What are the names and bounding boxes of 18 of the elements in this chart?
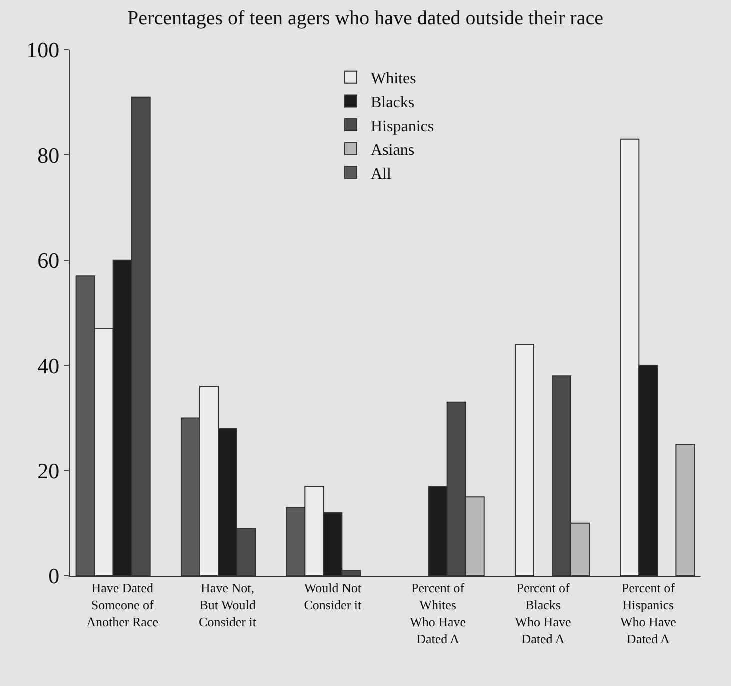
y-tick-label: 40 [38,353,60,378]
chart-title: Percentages of teen agers who have dated outside their race [128,7,604,30]
legend-label: Blacks [371,94,415,112]
y-tick-label: 60 [38,248,60,274]
y-tick-label: 0 [48,564,60,589]
legend-label: Whites [371,70,416,88]
legend-label: All [371,166,392,183]
legend-label: Hispanics [371,118,434,136]
y-tick-label: 20 [38,458,60,484]
x-tick-label: Have Not, But Would Consider it [199,580,257,630]
x-tick-label: Percent of Whites Who Have Dated A [410,580,466,646]
x-tick-label: Have Dated Someone of Another Race [86,580,159,630]
legend-label: Asians [371,142,415,160]
x-tick-label: Percent of Hispanics Who Have Dated A [620,580,677,646]
y-tick-label: 80 [38,142,60,168]
x-tick-label: Would Not Consider it [304,580,362,612]
x-tick-label: Percent of Blacks Who Have Dated A [515,580,572,646]
y-tick-label: 100 [26,38,60,63]
